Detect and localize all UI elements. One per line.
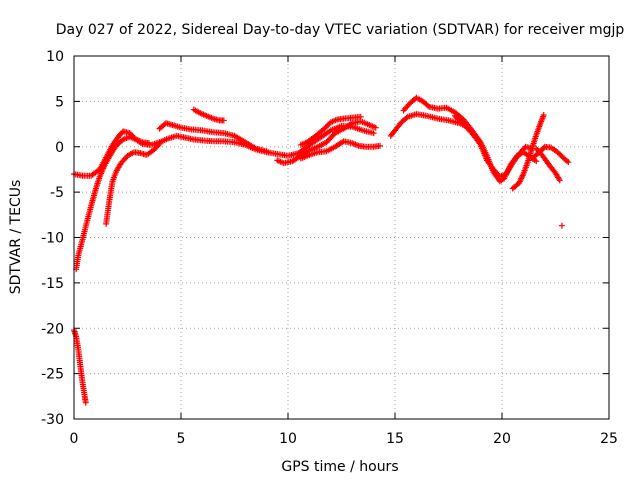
data-point bbox=[558, 222, 565, 229]
x-tick-labels: 0 5 10 15 20 25 bbox=[70, 431, 618, 447]
data-point bbox=[556, 177, 563, 184]
data-point bbox=[156, 141, 163, 148]
data-point bbox=[565, 159, 572, 166]
y-tick-label: -10 bbox=[41, 231, 64, 247]
chart-title: Day 027 of 2022, Sidereal Day-to-day VTE… bbox=[56, 22, 625, 38]
x-axis-label: GPS time / hours bbox=[281, 459, 398, 475]
data-points bbox=[71, 94, 572, 406]
y-tick-label: -25 bbox=[41, 367, 64, 383]
data-point bbox=[357, 113, 364, 120]
y-tick-label: 0 bbox=[55, 140, 64, 156]
data-point bbox=[155, 142, 162, 149]
data-point bbox=[220, 117, 227, 124]
x-tick-label: 15 bbox=[386, 431, 404, 447]
data-point bbox=[372, 124, 379, 131]
x-tick-label: 10 bbox=[279, 431, 297, 447]
y-tick-label: 10 bbox=[46, 49, 64, 65]
data-point bbox=[377, 142, 384, 149]
y-tick-label: -15 bbox=[41, 276, 64, 292]
x-tick-label: 20 bbox=[493, 431, 511, 447]
y-tick-labels: -30 -25 -20 -15 -10 -5 0 5 10 bbox=[41, 49, 64, 428]
y-tick-label: -30 bbox=[41, 412, 64, 428]
y-axis-label: SDTVAR / TECUs bbox=[8, 180, 24, 295]
y-tick-label: -5 bbox=[50, 185, 64, 201]
x-tick-label: 0 bbox=[70, 431, 79, 447]
data-point bbox=[540, 144, 547, 151]
data-point bbox=[533, 158, 540, 165]
x-tick-label: 5 bbox=[177, 431, 186, 447]
data-point bbox=[145, 140, 152, 147]
y-tick-label: -20 bbox=[41, 321, 64, 337]
data-point bbox=[540, 111, 547, 118]
data-point bbox=[370, 130, 377, 137]
x-tick-label: 25 bbox=[600, 431, 618, 447]
data-point bbox=[263, 148, 270, 155]
plot-frame bbox=[73, 55, 610, 420]
data-point bbox=[82, 399, 89, 406]
y-tick-label: 5 bbox=[55, 94, 64, 110]
grid-lines bbox=[74, 56, 609, 419]
